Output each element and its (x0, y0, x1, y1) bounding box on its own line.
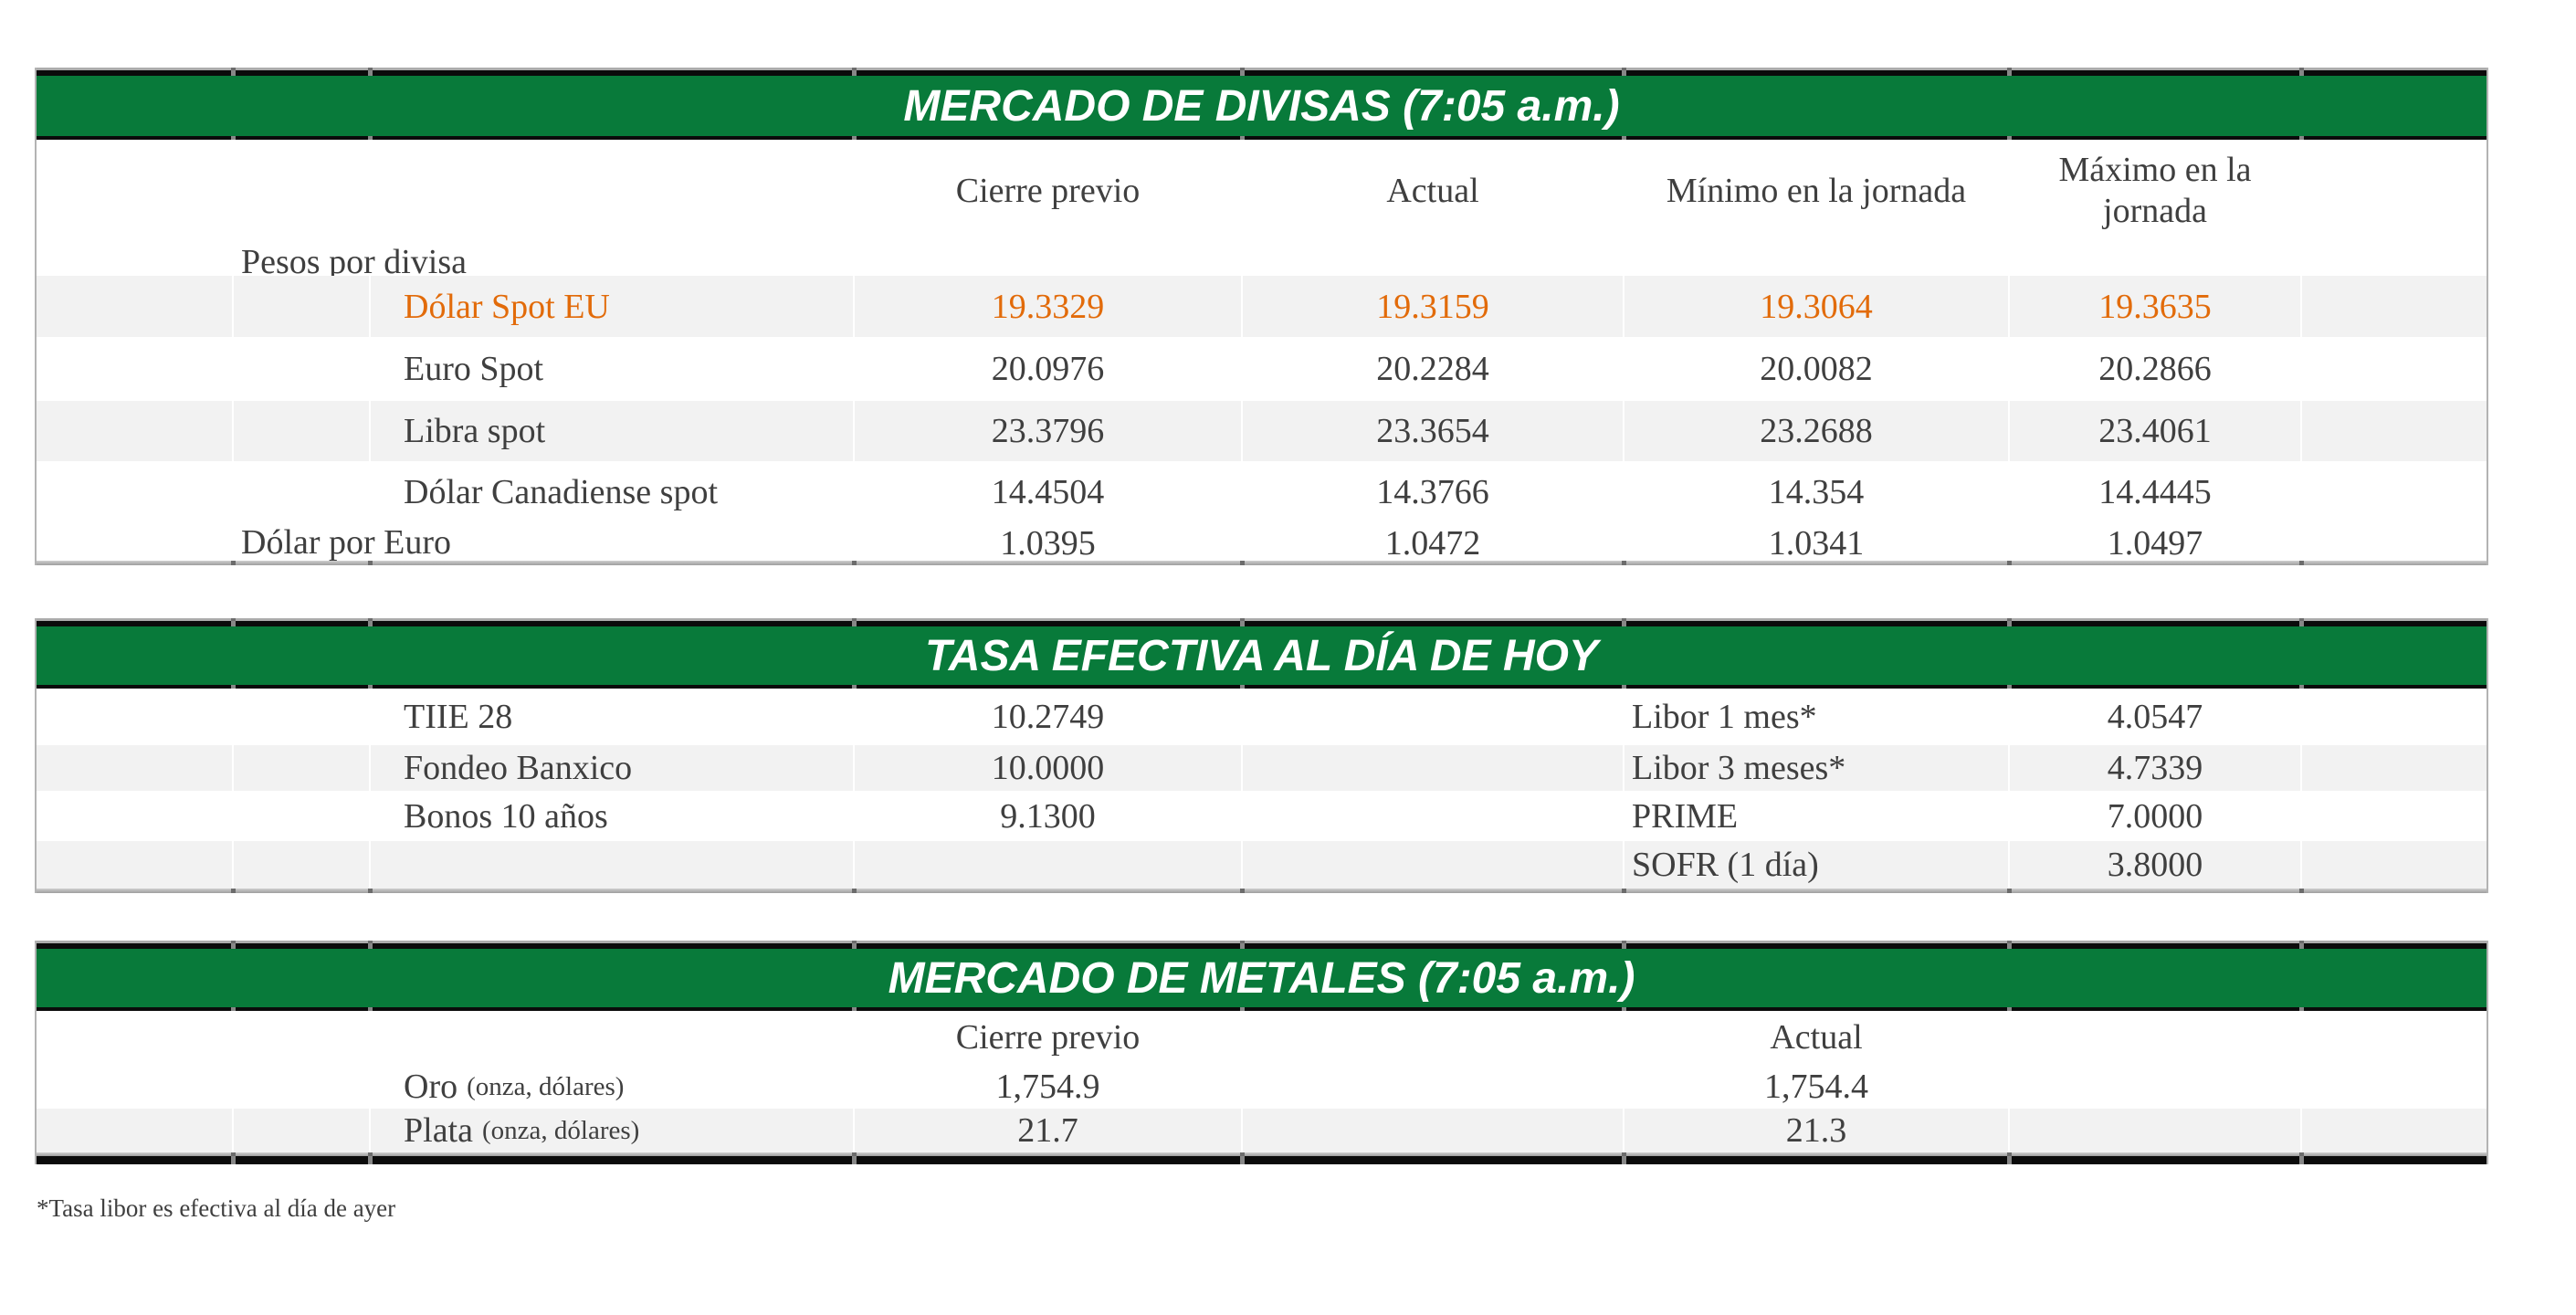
row-euro-spot: Euro Spot 20.0976 20.2284 20.0082 20.286… (37, 337, 2487, 401)
cell-actual: 1.0472 (1384, 524, 1481, 563)
metal-label: Oro (onza, dólares) (404, 1068, 625, 1106)
divisas-header-bar: MERCADO DE DIVISAS (7:05 a.m.) (37, 76, 2487, 136)
rate-label: Fondeo Banxico (371, 745, 853, 791)
rate-label (371, 841, 853, 889)
cell-actual: 1,754.4 (1764, 1068, 1868, 1106)
metales-top-silver-border (37, 941, 2487, 943)
rate-label: SOFR (1 día) (1624, 841, 2008, 889)
rate-value: 10.2749 (991, 698, 1105, 736)
row-fondeo-banxico: Fondeo Banxico 10.0000 Libor 3 meses* 4.… (37, 745, 2487, 791)
divisas-group-row: Pesos por divisa (37, 242, 2487, 281)
libor-footnote: *Tasa libor es efectiva al día de ayer (37, 1194, 396, 1222)
cell-actual: 19.3159 (1243, 276, 1623, 337)
cell-cierre-previo: 19.3329 (855, 276, 1241, 337)
tasas-top-silver-border (37, 618, 2487, 621)
row-libra-spot: Libra spot 23.3796 23.3654 23.2688 23.40… (37, 401, 2487, 461)
metales-header-bottom-border (37, 1007, 2487, 1011)
cell-minimo: 23.2688 (1624, 401, 2008, 461)
row-dolar-canadiense: Dólar Canadiense spot 14.4504 14.3766 14… (37, 461, 2487, 522)
col-header-cierre-previo: Cierre previo (955, 171, 1141, 210)
tasas-header-bar: TASA EFECTIVA AL DÍA DE HOY (37, 626, 2487, 685)
divisas-title: MERCADO DE DIVISAS (7:05 a.m.) (903, 81, 1620, 131)
row-label: Libra spot (371, 401, 853, 461)
row-oro: Oro (onza, dólares) 1,754.9 1,754.4 (37, 1065, 2487, 1109)
col-header-cierre-previo: Cierre previo (955, 1018, 1141, 1057)
metal-label: Plata (onza, dólares) (371, 1109, 853, 1152)
tasas-bottom-border (37, 889, 2487, 893)
metales-header-bar: MERCADO DE METALES (7:05 a.m.) (37, 949, 2487, 1007)
divisas-header-bottom-border (37, 136, 2487, 140)
cell-cierre-previo: 23.3796 (855, 401, 1241, 461)
metales-top-black-border (37, 943, 2487, 949)
cell-maximo: 14.4445 (2098, 472, 2212, 511)
row-label: Euro Spot (404, 350, 544, 388)
col-header-actual: Actual (1770, 1018, 1863, 1057)
row-sofr: SOFR (1 día) 3.8000 (37, 841, 2487, 889)
rate-value: 7.0000 (2107, 796, 2203, 836)
cell-cierre-previo: 14.4504 (991, 472, 1105, 511)
cell-maximo: 20.2866 (2098, 350, 2212, 388)
row-tiie-28: TIIE 28 10.2749 Libor 1 mes* 4.0547 (37, 689, 2487, 745)
row-label: Dólar por Euro (241, 523, 452, 562)
rate-value (855, 841, 1241, 889)
cell-minimo: 14.354 (1768, 472, 1865, 511)
cell-minimo: 19.3064 (1624, 276, 2008, 337)
rate-label: Libor 1 mes* (1632, 698, 1817, 736)
metal-label-unit: (onza, dólares) (481, 1115, 640, 1145)
rate-value: 4.7339 (2010, 745, 2300, 791)
tasas-title: TASA EFECTIVA AL DÍA DE HOY (925, 631, 1598, 680)
tasas-header-bottom-border (37, 685, 2487, 689)
rate-value: 10.0000 (855, 745, 1241, 791)
tasas-table: TASA EFECTIVA AL DÍA DE HOY TIIE 28 10.2… (35, 618, 2488, 893)
cell-actual: 23.3654 (1243, 401, 1623, 461)
divisas-top-black-border (37, 70, 2487, 76)
col-header-actual: Actual (1386, 171, 1479, 210)
cell-actual: 20.2284 (1376, 350, 1489, 388)
rate-value: 9.1300 (1000, 796, 1096, 836)
rate-value: 4.0547 (2107, 698, 2203, 736)
row-dolar-spot-eu: Dólar Spot EU 19.3329 19.3159 19.3064 19… (37, 276, 2487, 337)
rate-label: Libor 3 meses* (1624, 745, 2008, 791)
cell-maximo: 23.4061 (2010, 401, 2300, 461)
metales-table: MERCADO DE METALES (7:05 a.m.) Cierre pr… (35, 941, 2488, 1164)
cell-cierre-previo: 21.7 (855, 1109, 1241, 1152)
rate-label: PRIME (1632, 796, 1739, 836)
row-bonos-10: Bonos 10 años 9.1300 PRIME 7.0000 (37, 791, 2487, 841)
cell-cierre-previo: 20.0976 (991, 350, 1105, 388)
rate-label: TIIE 28 (404, 698, 513, 736)
divisas-table: MERCADO DE DIVISAS (7:05 a.m.) Cierre pr… (35, 68, 2488, 565)
row-label: Dólar Spot EU (371, 276, 853, 337)
divisas-column-header-row: Cierre previo Actual Mínimo en la jornad… (37, 140, 2487, 242)
rate-label: Bonos 10 años (404, 796, 608, 836)
row-label: Dólar Canadiense spot (404, 472, 719, 511)
metales-column-header-row: Cierre previo Actual (37, 1011, 2487, 1065)
group-label-pesos-por-divisa: Pesos por divisa (241, 243, 467, 281)
divisas-bottom-border (37, 561, 2487, 565)
col-header-minimo: Mínimo en la jornada (1666, 171, 1967, 210)
cell-cierre-previo: 1.0395 (1000, 524, 1096, 563)
cell-minimo: 1.0341 (1768, 524, 1865, 563)
cell-maximo: 19.3635 (2010, 276, 2300, 337)
divisas-top-silver-border (37, 68, 2487, 70)
rate-value: 3.8000 (2010, 841, 2300, 889)
cell-actual: 14.3766 (1376, 472, 1489, 511)
col-header-maximo: Máximo en la jornada (2058, 151, 2252, 230)
cell-minimo: 20.0082 (1760, 350, 1873, 388)
tasas-top-black-border (37, 621, 2487, 626)
row-dolar-por-euro: Dólar por Euro 1.0395 1.0472 1.0341 1.04… (37, 522, 2487, 563)
metales-bottom-silver-border (37, 1152, 2487, 1156)
cell-cierre-previo: 1,754.9 (995, 1068, 1100, 1106)
cell-actual: 21.3 (1624, 1109, 2008, 1152)
metales-title: MERCADO DE METALES (7:05 a.m.) (888, 953, 1635, 1003)
cell-maximo: 1.0497 (2107, 524, 2203, 563)
metales-bottom-black-border (37, 1156, 2487, 1164)
row-plata: Plata (onza, dólares) 21.7 21.3 (37, 1109, 2487, 1152)
metal-label-unit: (onza, dólares) (467, 1071, 625, 1101)
